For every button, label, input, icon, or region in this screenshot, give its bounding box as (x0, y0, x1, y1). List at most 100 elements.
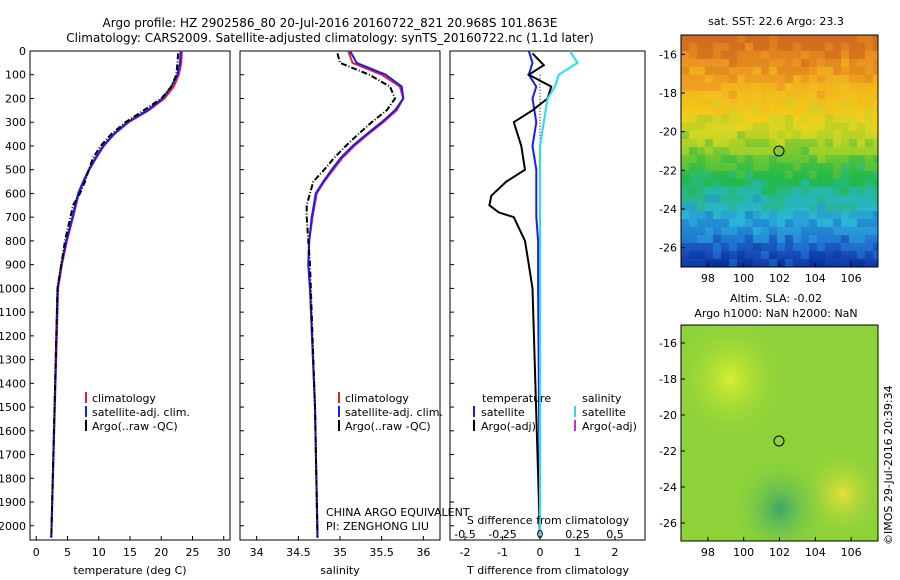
sst-pixel (785, 115, 793, 123)
sst-pixel (769, 59, 777, 67)
sst-pixel (785, 139, 793, 147)
sla-map-axis: 98 100 102 104 106 -16 -18 -20 -22 -24 -26 (659, 337, 862, 559)
sst-pixel (873, 99, 878, 107)
sst-pixel (809, 35, 817, 43)
x-tick-label: 20 (154, 546, 168, 559)
sst-pixel (745, 187, 753, 195)
sst-pixel (809, 179, 817, 187)
depth-tick-label: 700 (5, 211, 26, 224)
sst-pixel (761, 155, 769, 163)
x-tick-label: 2 (612, 546, 619, 559)
sst-pixel (713, 227, 721, 235)
sst-pixel (769, 67, 777, 75)
sst-pixel (777, 123, 785, 131)
sst-pixel (745, 155, 753, 163)
sst-pixel (777, 59, 785, 67)
sst-pixel (865, 91, 873, 99)
sst-pixel (753, 139, 761, 147)
sst-pixel (705, 187, 713, 195)
sst-pixel (729, 187, 737, 195)
sst-pixel (857, 171, 865, 179)
sst-pixel (857, 115, 865, 123)
sst-pixel (769, 75, 777, 83)
x-tick-label: 0 (537, 546, 544, 559)
sst-pixel (761, 107, 769, 115)
sst-pixel (737, 35, 745, 43)
sst-pixel (753, 219, 761, 227)
sst-pixel (777, 203, 785, 211)
sst-pixel (841, 75, 849, 83)
sst-pixel (737, 51, 745, 59)
sst-pixel (825, 259, 833, 267)
sst-pixel (833, 43, 841, 51)
sst-pixel (681, 259, 689, 267)
sst-pixel (801, 187, 809, 195)
sst-pixel (809, 227, 817, 235)
sst-pixel (825, 179, 833, 187)
sst-pixel (681, 147, 689, 155)
sst-pixel (785, 67, 793, 75)
sst-pixel (849, 187, 857, 195)
sst-pixel (825, 107, 833, 115)
sst-pixel (761, 59, 769, 67)
sst-pixel (705, 171, 713, 179)
sst-pixel (681, 227, 689, 235)
sst-pixel (753, 91, 761, 99)
sst-pixel (825, 203, 833, 211)
sla-field-low-s (681, 325, 878, 541)
sst-pixel (689, 179, 697, 187)
sst-pixel (777, 211, 785, 219)
sst-pixel (817, 83, 825, 91)
sst-pixel (833, 51, 841, 59)
sst-pixel (705, 83, 713, 91)
sst-pixel (793, 243, 801, 251)
sst-pixel (825, 35, 833, 43)
sst-pixel (689, 75, 697, 83)
sst-pixel (761, 203, 769, 211)
sst-pixel (849, 227, 857, 235)
sst-pixel (737, 187, 745, 195)
sst-pixel (713, 75, 721, 83)
sst-pixel (817, 91, 825, 99)
sst-pixel (833, 139, 841, 147)
sst-pixel (865, 59, 873, 67)
salinity-panel-frame (239, 50, 441, 541)
sst-pixel (801, 227, 809, 235)
sst-pixel (737, 67, 745, 75)
sst-pixel (737, 251, 745, 259)
sst-pixel (873, 163, 878, 171)
sst-pixel (729, 107, 737, 115)
sst-pixel (801, 115, 809, 123)
top-x-tick-label: -0.25 (488, 528, 516, 541)
sst-pixel (833, 75, 841, 83)
sst-pixel (761, 187, 769, 195)
sst-pixel (801, 195, 809, 203)
sst-pixel (681, 179, 689, 187)
sst-pixel (849, 123, 857, 131)
sst-pixel (833, 91, 841, 99)
sst-pixel (697, 91, 705, 99)
sst-pixel (745, 67, 753, 75)
sst-pixel (697, 155, 705, 163)
sst-pixel (729, 43, 737, 51)
sst-pixel (809, 163, 817, 171)
sst-pixel (825, 235, 833, 243)
sst-pixel (689, 259, 697, 267)
x-tick-label: 36 (416, 546, 430, 559)
sst-pixel (705, 43, 713, 51)
sst-pixel (705, 147, 713, 155)
sst-pixel (777, 131, 785, 139)
sst-pixel (809, 195, 817, 203)
sst-pixel (849, 75, 857, 83)
sst-pixel (841, 139, 849, 147)
sst-pixel (849, 99, 857, 107)
sst-pixel (825, 67, 833, 75)
sst-pixel (801, 67, 809, 75)
sst-pixel (705, 51, 713, 59)
sst-pixel (833, 227, 841, 235)
sst-pixel (825, 243, 833, 251)
depth-tick-label: 1900 (0, 496, 26, 509)
sst-pixel (769, 187, 777, 195)
sst-pixel (713, 235, 721, 243)
